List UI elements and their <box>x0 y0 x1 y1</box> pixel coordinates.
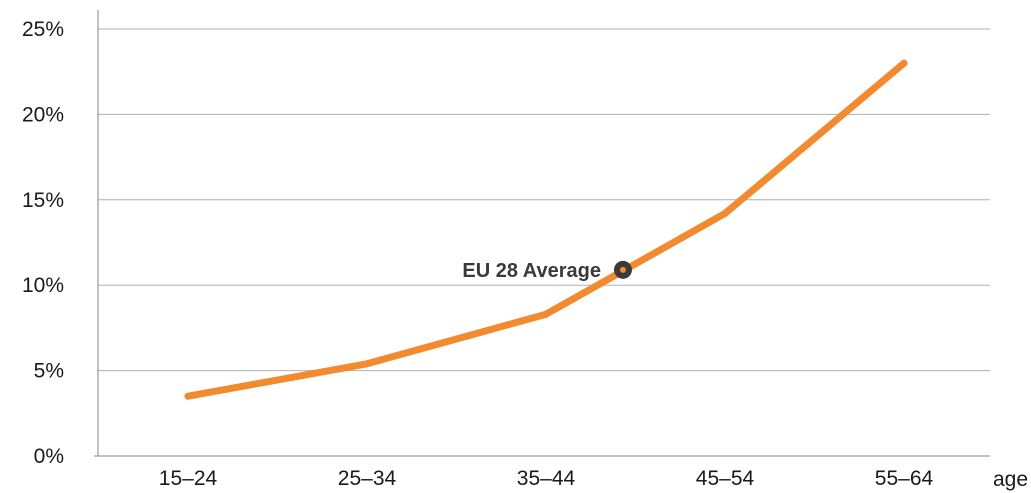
series-layer <box>184 59 908 400</box>
series-point <box>542 310 550 318</box>
series-point <box>900 59 908 67</box>
y-axis-tick-labels: 0% 5% 10% 15% 20% 25% <box>22 18 64 468</box>
y-tick-label: 15% <box>22 189 64 212</box>
series-point <box>363 360 371 368</box>
axes <box>94 10 990 457</box>
x-tick-label: 45–54 <box>696 467 755 490</box>
x-tick-label: 25–34 <box>338 467 397 490</box>
x-tick-label: 15–24 <box>159 467 218 490</box>
x-tick-label: 55–64 <box>875 467 934 490</box>
y-tick-label: 0% <box>34 445 64 468</box>
x-axis-label: age <box>993 468 1028 491</box>
annotation-layer: EU 28 Average <box>462 260 632 282</box>
y-tick-label: 5% <box>34 360 64 383</box>
y-tick-label: 20% <box>22 103 64 126</box>
series-point <box>721 209 729 217</box>
annotation-marker-center <box>619 266 626 273</box>
y-tick-label: 10% <box>22 274 64 297</box>
annotation-label: EU 28 Average <box>462 260 601 282</box>
y-tick-label: 25% <box>22 18 64 41</box>
series-line <box>184 59 908 400</box>
x-tick-label: 35–44 <box>517 467 576 490</box>
x-axis-tick-labels: 15–24 25–34 35–44 45–54 55–64 <box>159 467 934 490</box>
gridlines <box>98 28 990 372</box>
series-point <box>184 392 192 400</box>
